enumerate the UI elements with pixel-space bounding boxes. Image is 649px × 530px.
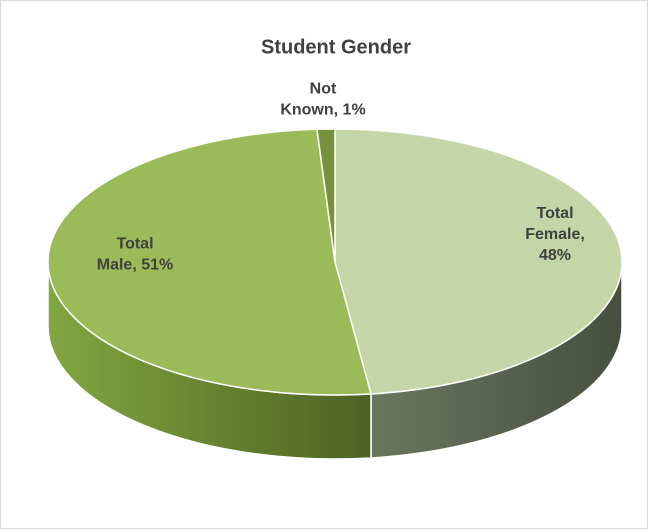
slice xyxy=(334,128,623,395)
slice xyxy=(47,128,372,396)
data-label: Total Male, 51% xyxy=(97,236,173,274)
chart-title: Student Gender xyxy=(261,36,411,58)
data-label: Not Known, 1% xyxy=(280,81,365,119)
slice xyxy=(316,128,336,263)
data-label: Total Female, 48% xyxy=(525,205,585,264)
